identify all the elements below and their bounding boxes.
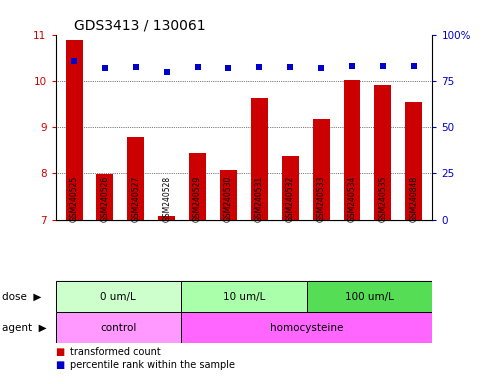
Text: GSM240530: GSM240530 xyxy=(224,175,233,222)
Bar xyxy=(181,312,432,343)
Point xyxy=(410,63,418,69)
Text: ■: ■ xyxy=(56,361,65,371)
Text: homocysteine: homocysteine xyxy=(270,323,343,333)
Text: GSM240528: GSM240528 xyxy=(162,175,171,222)
Text: GSM240534: GSM240534 xyxy=(347,175,356,222)
Text: GSM240533: GSM240533 xyxy=(317,175,326,222)
Bar xyxy=(343,80,360,220)
Text: transformed count: transformed count xyxy=(70,347,161,357)
Text: GSM240529: GSM240529 xyxy=(193,175,202,222)
Text: percentile rank within the sample: percentile rank within the sample xyxy=(70,361,235,371)
Text: 10 um/L: 10 um/L xyxy=(223,292,265,302)
Point xyxy=(194,64,201,70)
Text: control: control xyxy=(100,323,137,333)
Text: agent  ▶: agent ▶ xyxy=(2,323,47,333)
Bar xyxy=(189,152,206,220)
Point xyxy=(132,64,140,70)
Bar xyxy=(56,281,181,312)
Point xyxy=(379,63,387,69)
Text: GSM240526: GSM240526 xyxy=(100,175,110,222)
Bar xyxy=(97,174,114,220)
Bar xyxy=(181,281,307,312)
Bar xyxy=(251,98,268,220)
Bar xyxy=(405,102,422,220)
Bar xyxy=(128,137,144,220)
Bar xyxy=(307,281,432,312)
Bar xyxy=(313,119,329,220)
Bar xyxy=(220,170,237,220)
Text: 100 um/L: 100 um/L xyxy=(345,292,394,302)
Bar xyxy=(56,312,181,343)
Point xyxy=(348,63,356,69)
Point xyxy=(163,68,170,74)
Bar xyxy=(282,156,298,220)
Text: GDS3413 / 130061: GDS3413 / 130061 xyxy=(74,18,206,32)
Text: GSM240531: GSM240531 xyxy=(255,175,264,222)
Bar xyxy=(374,84,391,220)
Point xyxy=(256,64,263,70)
Point xyxy=(317,65,325,71)
Text: GSM240527: GSM240527 xyxy=(131,175,141,222)
Point xyxy=(101,65,109,71)
Text: GSM240532: GSM240532 xyxy=(286,175,295,222)
Bar xyxy=(66,40,83,220)
Text: 0 um/L: 0 um/L xyxy=(100,292,136,302)
Text: dose  ▶: dose ▶ xyxy=(2,292,42,302)
Point xyxy=(286,64,294,70)
Text: GSM240525: GSM240525 xyxy=(70,175,79,222)
Text: ■: ■ xyxy=(56,347,65,357)
Bar xyxy=(158,216,175,220)
Point xyxy=(225,65,232,71)
Text: GSM240848: GSM240848 xyxy=(409,175,418,222)
Text: GSM240535: GSM240535 xyxy=(378,175,387,222)
Point xyxy=(70,58,78,65)
